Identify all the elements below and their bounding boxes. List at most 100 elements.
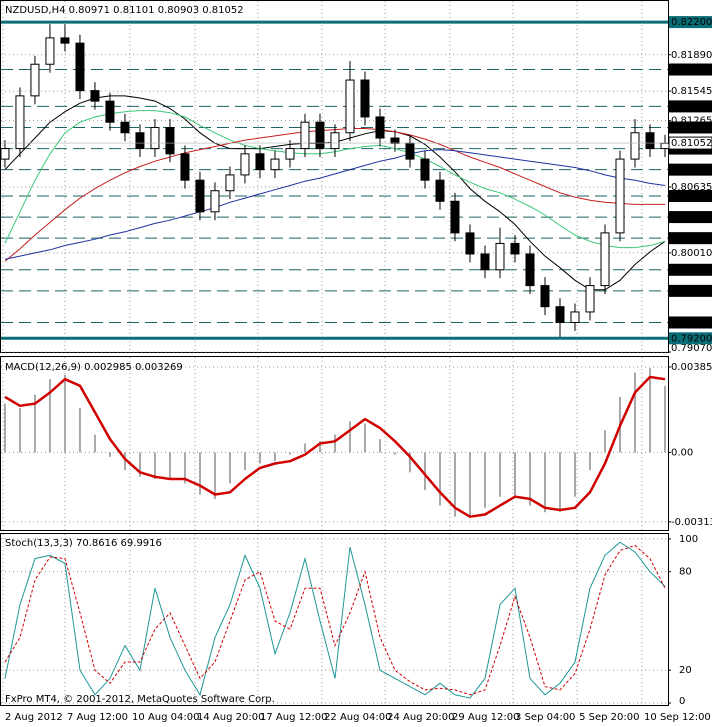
macd-bar [183, 452, 186, 484]
level-box [669, 284, 712, 297]
y-tick-label: 100 [679, 534, 698, 545]
y-tick-label: 0.79070 [671, 343, 712, 354]
level-box [669, 190, 712, 202]
candle-body [405, 142, 415, 160]
candle-body [255, 153, 265, 171]
footer: FxPro MT4, © 2001-2012, MetaQuotes Softw… [5, 694, 275, 705]
macd-bar [513, 452, 516, 497]
key-level-label: 0.82200 [671, 17, 712, 28]
macd-bar [198, 452, 201, 495]
macd-bar [93, 434, 96, 453]
macd-bar [363, 423, 366, 453]
level-label: 0.80550 [671, 191, 712, 202]
level-label: 0.81400 [671, 101, 712, 112]
macd-bar [648, 368, 651, 453]
candle-body [645, 132, 655, 150]
macd-bar [408, 452, 411, 473]
macd-bar [3, 403, 6, 453]
candle-body [225, 174, 235, 192]
x-tick-label: 24 Aug 20:00 [387, 712, 454, 723]
level-box [669, 100, 712, 113]
macd-bar [243, 452, 246, 471]
y-tick-label: 0.81545 [671, 86, 712, 97]
x-tick-label: 7 Aug 12:00 [67, 712, 128, 723]
level-box [669, 232, 712, 245]
level-label: 0.79650 [671, 286, 712, 297]
macd-bar [273, 452, 276, 462]
macd-bar [558, 452, 561, 513]
candle-body [285, 148, 295, 160]
candle-body [105, 100, 115, 123]
candle-body [615, 158, 625, 234]
macd-bar [528, 452, 531, 506]
x-tick-label: 17 Aug 12:00 [260, 712, 327, 723]
y-tick-label: -0.00313 [671, 517, 712, 528]
level-label: 0.79850 [671, 265, 712, 276]
moving-average [4, 149, 666, 260]
macd-bar [33, 394, 36, 453]
y-tick-label: 0.80635 [671, 182, 712, 193]
candle-body [240, 153, 250, 176]
candle-body [75, 42, 85, 92]
level-label: 0.79350 [671, 317, 712, 328]
candle-body [495, 242, 505, 271]
macd-bar [468, 452, 471, 517]
macd-title: MACD(12,26,9) 0.002985 0.003269 [5, 362, 183, 373]
macd-bar [633, 372, 636, 453]
level-box [669, 211, 712, 224]
y-tick-label: 0.00385 [671, 362, 712, 373]
level-label: 0.81200 [671, 122, 712, 133]
candle-body [90, 90, 100, 102]
candle-body [480, 253, 490, 271]
macd-bar [303, 443, 306, 453]
candle-body [630, 132, 640, 160]
macd-bar [378, 439, 381, 453]
candle-body [210, 190, 220, 213]
candle-body [300, 121, 310, 150]
candle-body [555, 306, 565, 323]
stoch-line [4, 544, 666, 696]
macd-bar [78, 408, 81, 453]
level-box [669, 263, 712, 276]
macd-bar [483, 452, 486, 508]
macd-bar [603, 430, 606, 453]
y-tick-label: 80 [679, 567, 692, 578]
candle-body [465, 232, 475, 255]
candle-body [315, 121, 325, 150]
level-label: 0.80800 [671, 165, 712, 176]
stoch-pane-frame [0, 533, 669, 706]
candle-body [165, 126, 175, 155]
x-tick-label: 14 Aug 20:00 [197, 712, 264, 723]
macd-bar [108, 452, 111, 457]
candle-body [435, 179, 445, 202]
candle-body [330, 132, 340, 150]
macd-bar [318, 441, 321, 453]
key-level-label: 0.79200 [671, 333, 712, 344]
candle-body [585, 285, 595, 313]
price-pane-frame [0, 0, 669, 353]
level-box [669, 163, 712, 176]
x-tick-label: 10 Aug 04:00 [132, 712, 199, 723]
macd-bar [423, 452, 426, 491]
level-box [669, 63, 712, 76]
level-box [669, 316, 712, 329]
candle-body [600, 232, 610, 287]
y-tick-label: 0.81265 [671, 116, 712, 127]
candle-body [195, 179, 205, 213]
macd-bar [18, 408, 21, 453]
macd-pane-frame [0, 356, 669, 531]
y-tick-label: 20 [679, 665, 692, 676]
candle-body [360, 79, 370, 118]
y-tick-label: 0.81890 [671, 50, 712, 61]
candle-body [135, 132, 145, 150]
x-tick-label: 29 Aug 12:00 [452, 712, 519, 723]
macd-bar [498, 452, 501, 497]
level-label: 0.80150 [671, 233, 712, 244]
candle-body [450, 200, 460, 234]
macd-bar [663, 385, 666, 453]
x-tick-label: 5 Sep 20:00 [579, 712, 639, 723]
macd-bar [333, 434, 336, 453]
candle-body [30, 63, 40, 97]
